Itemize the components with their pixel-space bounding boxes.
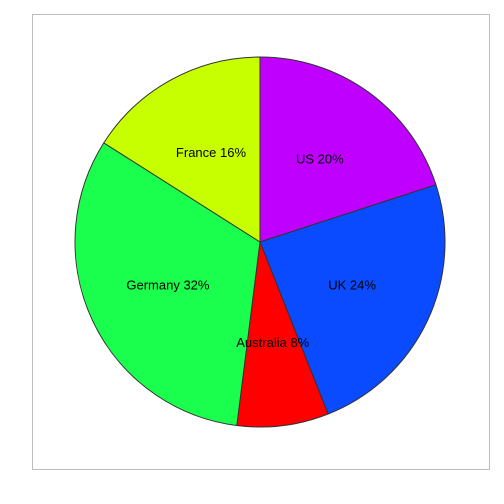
pie-slice-france bbox=[103, 56, 261, 243]
pie-slice-uk bbox=[259, 184, 446, 415]
pie-label-uk: UK 24% bbox=[328, 277, 376, 292]
pie-label-france: France 16% bbox=[176, 145, 247, 160]
pie-slice-germany bbox=[74, 142, 261, 427]
pie-slice-australia bbox=[236, 241, 329, 428]
pie-slice-us bbox=[259, 56, 437, 243]
pie-label-germany: Germany 32% bbox=[126, 277, 210, 292]
pie-label-us: US 20% bbox=[296, 152, 344, 167]
pie-label-australia: Australia 8% bbox=[236, 335, 309, 350]
pie-labels: US 20% UK 24% Australia 8% Germany 32% Franc… bbox=[126, 145, 376, 350]
pie-slices bbox=[74, 56, 446, 428]
